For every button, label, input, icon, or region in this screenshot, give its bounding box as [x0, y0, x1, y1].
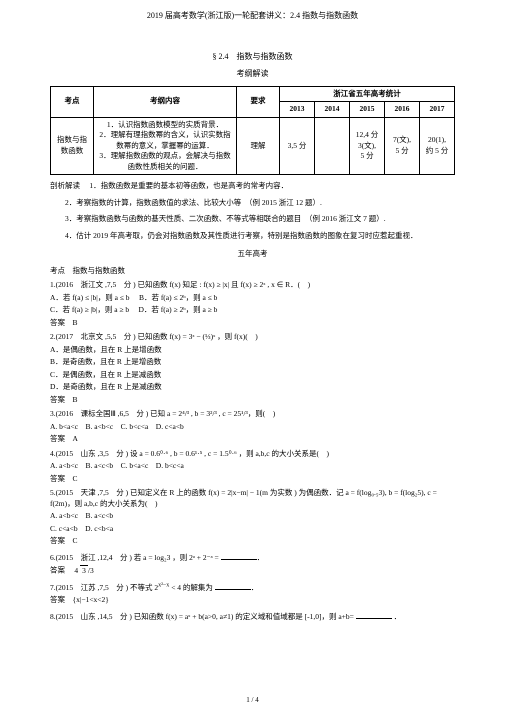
q2-stem: 2.(2017 北京文 ,5,5 分 ) 已知函数 f(x) = 3ˣ − (⅓…: [50, 332, 455, 343]
q2-B: B．是奇函数，且在 R 上是增函数: [50, 357, 455, 368]
q5-stem: 5.(2015 天津 ,7,5 分 ) 已知定义在 R 上的函数 f(x) = …: [50, 488, 455, 509]
td-2013: 3,5 分: [280, 117, 315, 175]
q7-stem-a: 7.(2015 江苏 ,7,5 分 ) 不等式 2: [50, 583, 158, 592]
q7-stem-b: < 4 的解集为: [169, 583, 213, 592]
c2017a: 20(1),: [423, 135, 451, 146]
page-footer: 1 / 4: [0, 696, 505, 706]
analysis-label: 剖析解读: [50, 181, 80, 190]
th-2016: 2016: [385, 102, 420, 118]
q1-ans: 答案 B: [50, 318, 455, 329]
q2-A: A．是偶函数，且在 R 上是增函数: [50, 345, 455, 356]
c2015c: 5 分: [353, 151, 381, 162]
q1-stem: 1.(2016 浙江文 ,7,5 分 ) 已知函数 f(x) 知足 : f(x)…: [50, 280, 455, 291]
c2015a: 12,4 分: [353, 130, 381, 141]
q3-ans: 答案 A: [50, 434, 455, 445]
q1-optA: A．若 f(a) ≤ |b|，则 a ≤ b B．若 f(a) ≤ 2ᵇ，则 a…: [50, 293, 455, 304]
q6-stem: 6.(2015 浙江 ,12,4 分 ) 若 a = log₂3 ，则 2ᵃ +…: [50, 551, 455, 564]
th-2014: 2014: [315, 102, 350, 118]
td-2014: [315, 117, 350, 175]
five-year-topic: 考点 指数与指数函数: [50, 266, 455, 277]
q7-exp: x²−x: [158, 582, 169, 588]
q1-B: B．若 f(a) ≤ 2ᵇ，则 a ≤ b: [139, 293, 217, 302]
td-req: 理解: [237, 117, 280, 175]
c2017b: 约 5 分: [423, 146, 451, 157]
q3-stem: 3.(2016 课标全国Ⅲ ,6,5 分 ) 已知 a = 2⁴/³ , b =…: [50, 409, 455, 420]
q1-D: D．若 f(a) ≥ 2ᵇ，则 a ≥ b: [139, 305, 218, 314]
td-2017: 20(1), 约 5 分: [420, 117, 455, 175]
q5-opts2: C. c<a<b D. c<b<a: [50, 524, 455, 535]
q2-D: D．是奇函数，且在 R 上是减函数: [50, 382, 455, 393]
th-2015: 2015: [350, 102, 385, 118]
q2-stem-b: ，则 f(x)( ): [217, 332, 258, 341]
q4-ans: 答案 C: [50, 474, 455, 485]
q1-A: A．若 f(a) ≤ |b|，则 a ≤ b: [50, 293, 130, 302]
th-req: 要求: [237, 86, 280, 117]
q2-stem-a: 2.(2017 北京文 ,5,5 分 ) 已知函数 f(x) = 3ˣ −: [50, 332, 203, 341]
analysis-block: 剖析解读 1．指数函数是重要的基本初等函数，也是高考的常考内容．: [50, 181, 455, 192]
analysis-p4: 4．估计 2019 年高考取，仍会对指数函数及其性质进行考察，特别是指数函数的图…: [50, 231, 455, 242]
q6-sqrt-icon: 3: [80, 565, 88, 577]
q6-frac: 4: [74, 566, 78, 575]
q2-C: C．是偶函数，且在 R 上是减函数: [50, 370, 455, 381]
q2-ans: 答案 B: [50, 395, 455, 406]
c2016a: 7(文),: [388, 135, 416, 146]
th-content: 考纲内容: [94, 86, 237, 117]
q4-opts: A. a<b<c B. a<c<b C. b<a<c D. b<c<a: [50, 461, 455, 472]
section-sub: 考纲解读: [50, 68, 455, 79]
td-2015: 12,4 分 3(文), 5 分: [350, 117, 385, 175]
c2015b: 3(文),: [353, 141, 381, 152]
q7-ans: 答案 {x|−1<x<2}: [50, 595, 455, 606]
q5-opts: A. a<b<c B. a<c<b: [50, 511, 455, 522]
td-point: 指数与指数函数: [51, 117, 94, 175]
content-2: 2．理解有理指数幂的含义，认识实数指数幂的意义，掌握幂的运算．: [97, 130, 233, 151]
content-1: 1．认识指数函数模型的实质背景．: [97, 120, 233, 131]
q6-ans-label: 答案: [50, 566, 65, 575]
q8-stem-a: 8.(2015 山东 ,14,5 分 ) 已知函数 f(x) = aˣ + b(…: [50, 612, 303, 621]
doc-header: 2019 届高考数学(浙江版)一轮配套讲义：2.4 指数与指数函数: [50, 10, 455, 21]
th-point: 考点: [51, 86, 94, 117]
th-stat: 浙江省五年高考统计: [280, 86, 455, 102]
q6-blank: [221, 551, 257, 560]
q6-ans: 答案 43/3: [50, 565, 455, 577]
th-2013: 2013: [280, 102, 315, 118]
td-2016: 7(文), 5 分: [385, 117, 420, 175]
q8-stem-b: [-1,0]，则 a+b=: [305, 612, 354, 621]
analysis-p1: 1．指数函数是重要的基本初等函数，也是高考的常考内容．: [89, 181, 288, 190]
q7-blank: [215, 581, 251, 590]
five-year-title: 五年高考: [50, 249, 455, 260]
q6-stem-text: 6.(2015 浙江 ,12,4 分 ) 若 a = log₂3 ，则 2ᵃ +…: [50, 553, 219, 562]
q6-frac-bot: /3: [88, 566, 94, 575]
q6-ans-val: 43/3: [74, 566, 93, 575]
analysis-p3: 3．考察指数函数与函数的基天性质、二次函数、不等式等相联合的题目 （例 2016…: [50, 214, 455, 225]
q2-frac-icon: (⅓)ˣ: [203, 332, 216, 343]
q5-ans: 答案 C: [50, 536, 455, 547]
q7-stem: 7.(2015 江苏 ,7,5 分 ) 不等式 2x²−x < 4 的解集为 ．: [50, 581, 455, 594]
q8-blank: [356, 610, 392, 619]
analysis-p2: 2．考察指数的计算，指数函数值的求法、比较大小等 （例 2015 浙江 12 题…: [50, 198, 455, 209]
q8-stem: 8.(2015 山东 ,14,5 分 ) 已知函数 f(x) = aˣ + b(…: [50, 610, 455, 623]
q1-C: C．若 f(a) ≥ |b|，则 a ≥ b: [50, 305, 129, 314]
q3-opts: A. b<a<c B. a<b<c C. b<c<a D. c<a<b: [50, 422, 455, 433]
content-3: 3．理解指数函数的观点，会解决与指数函数性质相关的问题．: [97, 151, 233, 172]
q1-optC: C．若 f(a) ≥ |b|，则 a ≥ b D．若 f(a) ≥ 2ᵇ，则 a…: [50, 305, 455, 316]
q4-stem: 4.(2015 山东 ,3,5 分 ) 设 a = 0.6⁰·⁶ , b = 0…: [50, 449, 455, 460]
q8-dot: ．: [394, 612, 402, 621]
th-2017: 2017: [420, 102, 455, 118]
c2016b: 5 分: [388, 146, 416, 157]
section-code: § 2.4 指数与指数函数: [50, 51, 455, 62]
exam-table: 考点 考纲内容 要求 浙江省五年高考统计 2013 2014 2015 2016…: [50, 86, 455, 176]
td-content: 1．认识指数函数模型的实质背景． 2．理解有理指数幂的含义，认识实数指数幂的意义…: [94, 117, 237, 175]
